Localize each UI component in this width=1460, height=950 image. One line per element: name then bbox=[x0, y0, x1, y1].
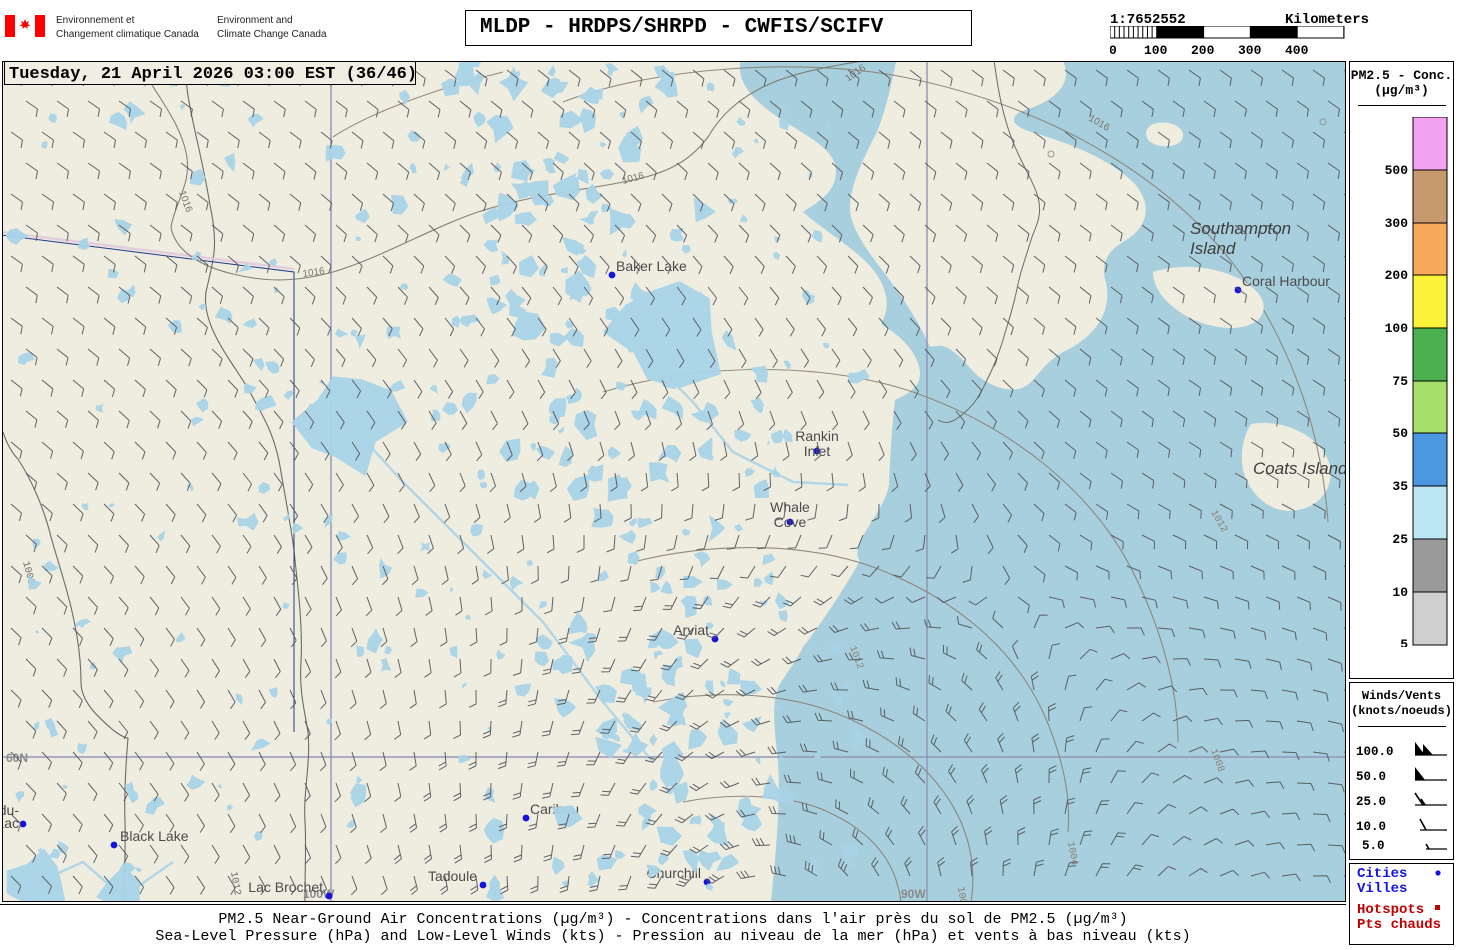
svg-text:300: 300 bbox=[1385, 216, 1409, 231]
svg-text:200: 200 bbox=[1191, 43, 1215, 56]
svg-text:Island: Island bbox=[1190, 239, 1236, 258]
svg-text:500: 500 bbox=[1385, 163, 1409, 178]
svg-text:Black Lake: Black Lake bbox=[120, 828, 189, 844]
svg-text:Lac: Lac bbox=[3, 815, 19, 831]
svg-text:100: 100 bbox=[1144, 43, 1168, 56]
svg-text:Lac Brochet: Lac Brochet bbox=[248, 879, 323, 895]
svg-text:0: 0 bbox=[1110, 43, 1117, 56]
svg-text:50: 50 bbox=[1392, 426, 1408, 441]
svg-text:10: 10 bbox=[1392, 585, 1408, 600]
svg-text:75: 75 bbox=[1392, 374, 1408, 389]
svg-text:Rankin: Rankin bbox=[795, 428, 839, 444]
svg-text:Coral Harbour: Coral Harbour bbox=[1242, 273, 1330, 289]
svg-text:Cove: Cove bbox=[774, 514, 807, 530]
svg-text:50.0: 50.0 bbox=[1356, 770, 1386, 784]
svg-text:100: 100 bbox=[1385, 321, 1409, 336]
svg-text:25: 25 bbox=[1392, 532, 1408, 547]
svg-text:5: 5 bbox=[1400, 637, 1408, 647]
svg-text:300: 300 bbox=[1238, 43, 1262, 56]
svg-text:10.0: 10.0 bbox=[1356, 820, 1386, 834]
svg-text:Whale: Whale bbox=[770, 499, 810, 515]
svg-text:5.0: 5.0 bbox=[1362, 839, 1385, 853]
svg-text:25.0: 25.0 bbox=[1356, 795, 1386, 809]
svg-text:Baker Lake: Baker Lake bbox=[616, 258, 687, 274]
svg-text:35: 35 bbox=[1392, 479, 1408, 494]
svg-text:Tadoule: Tadoule bbox=[428, 868, 477, 884]
svg-text:1000: 1000 bbox=[954, 886, 968, 902]
svg-text:100.0: 100.0 bbox=[1356, 745, 1394, 759]
svg-text:200: 200 bbox=[1385, 268, 1409, 283]
svg-text:Inlet: Inlet bbox=[804, 443, 831, 459]
svg-text:400: 400 bbox=[1285, 43, 1309, 56]
svg-text:90W: 90W bbox=[901, 887, 926, 901]
